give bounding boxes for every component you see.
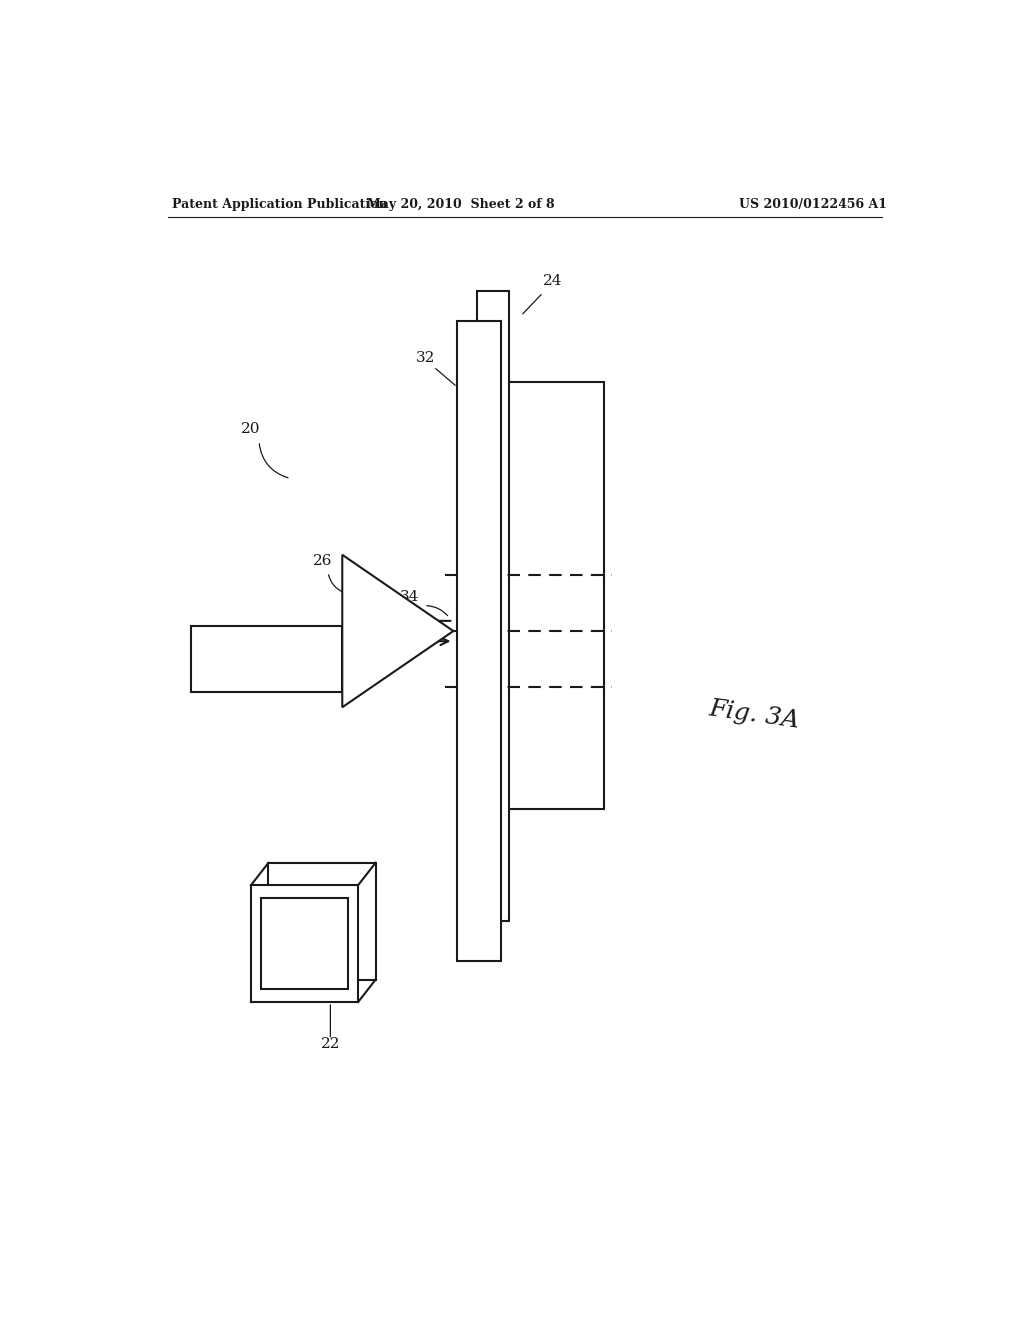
Bar [458, 321, 501, 961]
Text: US 2010/0122456 A1: US 2010/0122456 A1 [739, 198, 887, 211]
Text: 32: 32 [416, 351, 435, 364]
Polygon shape [342, 554, 454, 708]
Bar [477, 290, 509, 921]
Bar [251, 886, 358, 1002]
Text: Fig. 3A: Fig. 3A [708, 697, 801, 733]
Bar [191, 626, 342, 692]
Text: 22: 22 [321, 1036, 340, 1051]
Bar [268, 863, 376, 979]
Text: Patent Application Publication: Patent Application Publication [172, 198, 387, 211]
Text: May 20, 2010  Sheet 2 of 8: May 20, 2010 Sheet 2 of 8 [368, 198, 555, 211]
Bar [501, 381, 604, 809]
Text: 34: 34 [400, 590, 420, 603]
Text: 20: 20 [242, 422, 261, 436]
Text: 24: 24 [543, 275, 562, 289]
Bar [261, 899, 348, 989]
Text: 26: 26 [312, 554, 332, 568]
